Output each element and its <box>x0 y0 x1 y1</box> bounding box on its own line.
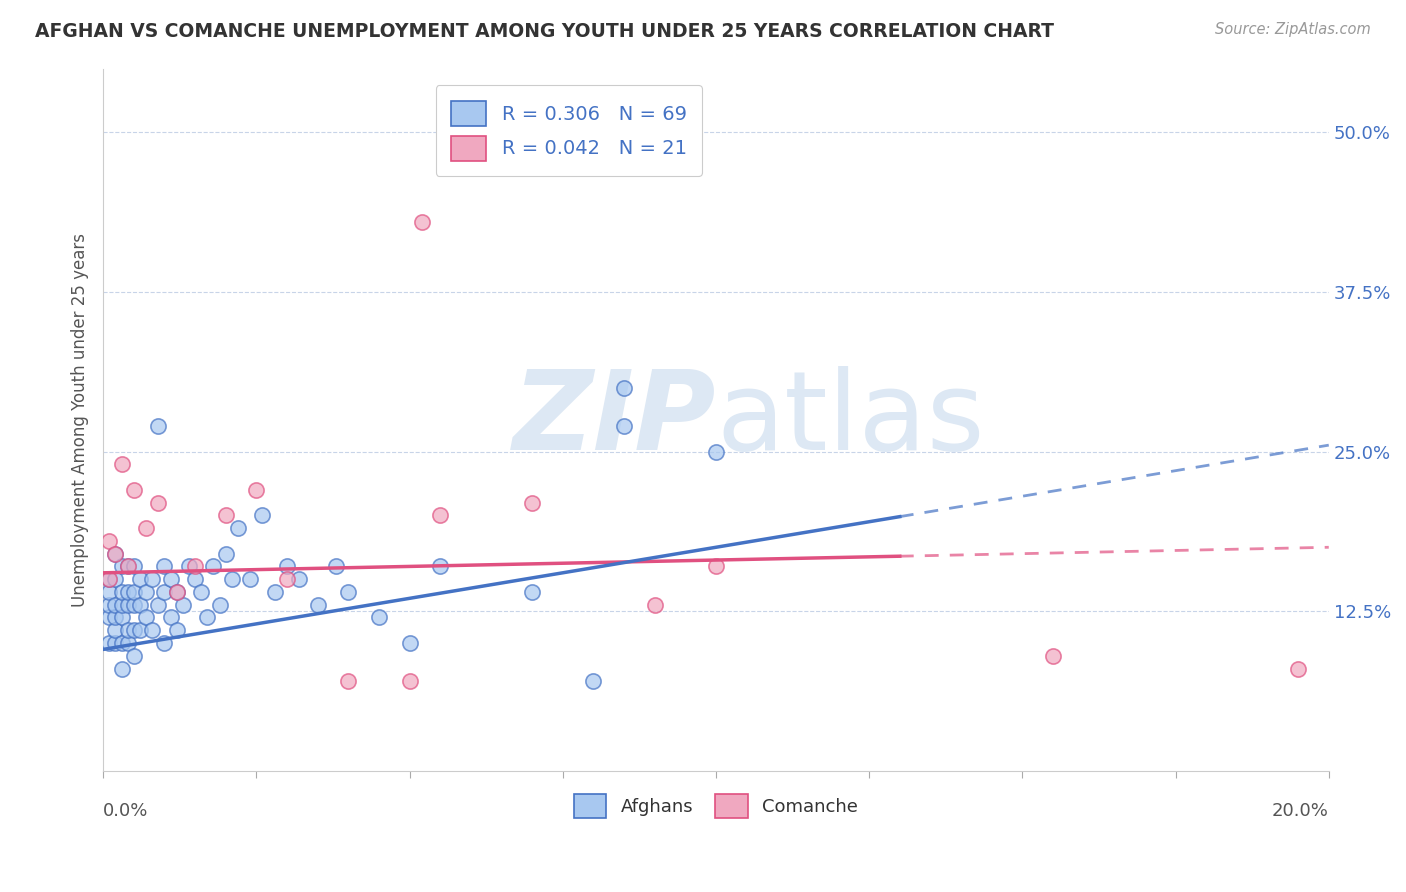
Point <box>104 610 127 624</box>
Point <box>110 662 132 676</box>
Point <box>221 572 243 586</box>
Point <box>226 521 249 535</box>
Point <box>104 636 127 650</box>
Point <box>429 559 451 574</box>
Point <box>98 572 121 586</box>
Point <box>276 559 298 574</box>
Point <box>1286 662 1309 676</box>
Point <box>159 572 181 586</box>
Point <box>582 674 605 689</box>
Point <box>117 559 139 574</box>
Text: atlas: atlas <box>716 366 984 473</box>
Point <box>184 559 207 574</box>
Point <box>153 585 176 599</box>
Point <box>398 636 420 650</box>
Point <box>337 674 360 689</box>
Point <box>252 508 274 523</box>
Point <box>122 624 145 638</box>
Point <box>288 572 311 586</box>
Point <box>613 419 636 434</box>
Point <box>307 598 329 612</box>
Point <box>166 624 188 638</box>
Point <box>104 572 127 586</box>
Text: AFGHAN VS COMANCHE UNEMPLOYMENT AMONG YOUTH UNDER 25 YEARS CORRELATION CHART: AFGHAN VS COMANCHE UNEMPLOYMENT AMONG YO… <box>35 22 1054 41</box>
Point <box>117 559 139 574</box>
Point <box>135 585 157 599</box>
Point <box>117 624 139 638</box>
Point <box>135 521 157 535</box>
Point <box>141 624 163 638</box>
Point <box>325 559 347 574</box>
Point <box>195 610 218 624</box>
Point <box>104 547 127 561</box>
Y-axis label: Unemployment Among Youth under 25 years: Unemployment Among Youth under 25 years <box>72 233 89 607</box>
Point <box>184 572 207 586</box>
Point <box>239 572 262 586</box>
Point <box>520 585 543 599</box>
Point <box>1042 648 1064 663</box>
Point <box>644 598 666 612</box>
Point <box>110 598 132 612</box>
Point <box>704 444 727 458</box>
Point <box>166 585 188 599</box>
Point <box>104 624 127 638</box>
Point <box>411 215 433 229</box>
Point <box>117 636 139 650</box>
Point <box>122 585 145 599</box>
Point <box>129 598 152 612</box>
Point <box>98 533 121 548</box>
Point <box>129 624 152 638</box>
Point <box>704 559 727 574</box>
Point <box>117 598 139 612</box>
Point <box>613 381 636 395</box>
Point <box>117 585 139 599</box>
Legend: Afghans, Comanche: Afghans, Comanche <box>567 788 865 825</box>
Point <box>148 495 170 509</box>
Point <box>122 483 145 497</box>
Point <box>148 598 170 612</box>
Point <box>520 495 543 509</box>
Point <box>153 636 176 650</box>
Point <box>110 610 132 624</box>
Text: 20.0%: 20.0% <box>1272 802 1329 821</box>
Point <box>367 610 389 624</box>
Text: ZIP: ZIP <box>512 366 716 473</box>
Point <box>215 508 238 523</box>
Point <box>245 483 267 497</box>
Point <box>110 636 132 650</box>
Point <box>208 598 231 612</box>
Point <box>104 547 127 561</box>
Point <box>172 598 194 612</box>
Point <box>148 419 170 434</box>
Text: 0.0%: 0.0% <box>103 802 149 821</box>
Point <box>215 547 238 561</box>
Point <box>177 559 200 574</box>
Point <box>104 598 127 612</box>
Point <box>98 585 121 599</box>
Point <box>159 610 181 624</box>
Point <box>110 458 132 472</box>
Point <box>337 585 360 599</box>
Point <box>122 559 145 574</box>
Point <box>429 508 451 523</box>
Point <box>110 559 132 574</box>
Point <box>129 572 152 586</box>
Point <box>98 610 121 624</box>
Point <box>98 636 121 650</box>
Point <box>276 572 298 586</box>
Point <box>398 674 420 689</box>
Point <box>166 585 188 599</box>
Point <box>122 598 145 612</box>
Point <box>98 572 121 586</box>
Point <box>153 559 176 574</box>
Point <box>190 585 212 599</box>
Point <box>122 648 145 663</box>
Text: Source: ZipAtlas.com: Source: ZipAtlas.com <box>1215 22 1371 37</box>
Point <box>110 585 132 599</box>
Point <box>135 610 157 624</box>
Point <box>141 572 163 586</box>
Point <box>98 598 121 612</box>
Point <box>263 585 285 599</box>
Point <box>202 559 225 574</box>
